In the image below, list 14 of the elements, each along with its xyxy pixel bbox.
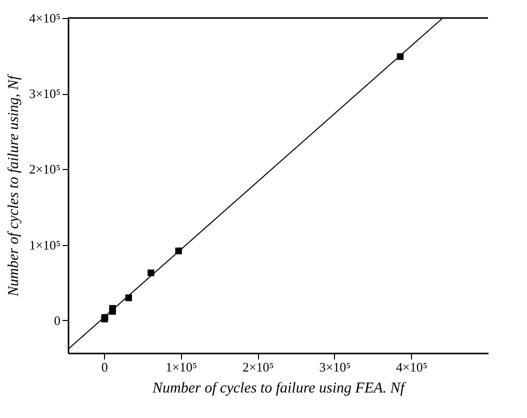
- x-tick-label: 3×10⁵: [319, 360, 351, 374]
- y-tick-label: 0: [54, 312, 60, 328]
- y-tick-label: 2×10⁵: [29, 162, 60, 177]
- x-tick-label: 1×10⁵: [166, 360, 198, 374]
- x-tick-label: 4×10⁵: [396, 360, 428, 374]
- x-axis-title: Number of cycles to failure using FEA. Nf: [152, 380, 406, 396]
- x-tick-label: 0: [101, 360, 108, 374]
- y-tick-label: 1×10⁵: [29, 237, 60, 252]
- y-tick-label: 4×10⁵: [29, 10, 60, 26]
- y-axis-title: Number of cycles to failure using, Nf: [6, 74, 22, 298]
- point: [109, 308, 116, 315]
- y-tick-label: 3×10⁵: [29, 86, 60, 102]
- x-tick-label: 2×10⁵: [242, 360, 274, 374]
- point: [148, 269, 154, 276]
